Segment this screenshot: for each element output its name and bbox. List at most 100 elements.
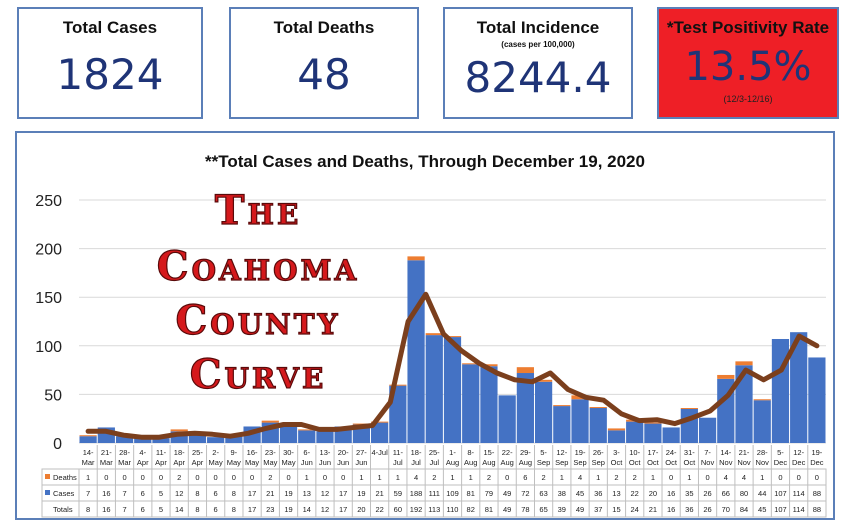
table-cell: 0	[159, 473, 163, 482]
table-cell: 19	[284, 505, 292, 514]
x-tick-label: 20-	[338, 448, 349, 457]
overlay-line-county: County	[175, 297, 340, 344]
x-tick-label: Jun	[355, 458, 367, 467]
cases-bar	[534, 381, 553, 443]
x-tick-label: 5-	[777, 448, 784, 457]
table-cell: 88	[813, 505, 821, 514]
cases-bar	[516, 373, 534, 443]
table-cell: 2	[487, 473, 491, 482]
x-tick-label: 16-	[247, 448, 258, 457]
deaths-bar	[371, 421, 389, 423]
x-tick-label: 9-	[231, 448, 238, 457]
total-deaths-card: Total Deaths 48	[229, 7, 419, 119]
table-cell: 0	[232, 473, 236, 482]
x-tick-label: 17-	[647, 448, 658, 457]
table-cell: 23	[266, 505, 274, 514]
table-cell: 2	[633, 473, 637, 482]
table-cell: 192	[410, 505, 423, 514]
x-tick-label: 14-	[720, 448, 731, 457]
table-cell: 14	[175, 505, 183, 514]
positivity-card: *Test Positivity Rate 13.5% (12/3-12/16)	[657, 7, 839, 119]
table-cell: 1	[469, 473, 473, 482]
table-cell: 80	[740, 489, 748, 498]
table-cell: 6	[214, 505, 218, 514]
table-cell: 16	[667, 489, 675, 498]
x-tick-label: May	[281, 458, 295, 467]
table-cell: 14	[303, 505, 311, 514]
table-cell: 63	[539, 489, 547, 498]
x-tick-label: Aug	[464, 458, 477, 467]
x-tick-label: Mar	[82, 458, 95, 467]
table-cell: 45	[576, 489, 584, 498]
deaths-bar	[443, 336, 462, 338]
deaths-bar	[389, 384, 407, 386]
table-cell: 0	[141, 473, 145, 482]
table-cell: 110	[447, 505, 459, 514]
positivity-value: 13.5%	[684, 44, 812, 90]
x-tick-label: May	[263, 458, 277, 467]
data-table-border	[41, 468, 827, 518]
table-cell: 114	[793, 489, 805, 498]
table-cell: 113	[428, 505, 440, 514]
total-incidence-card: Total Incidence (cases per 100,000) 8244…	[443, 7, 633, 119]
table-cell: 22	[375, 505, 383, 514]
table-cell: 0	[778, 473, 782, 482]
x-tick-label: 4-	[139, 448, 146, 457]
table-cell: 0	[669, 473, 673, 482]
x-tick-label: May	[245, 458, 259, 467]
x-tick-label: Aug	[482, 458, 495, 467]
table-cell: 17	[339, 505, 347, 514]
y-tick-label: 150	[35, 290, 62, 307]
cases-bar	[553, 406, 571, 443]
table-cell: 1	[86, 473, 90, 482]
positivity-sub: (12/3-12/16)	[723, 94, 773, 104]
cases-bar	[644, 423, 662, 443]
x-tick-label: Apr	[173, 458, 185, 467]
table-cell: 2	[432, 473, 436, 482]
table-cell: 1	[687, 473, 691, 482]
x-tick-label: Apr	[137, 458, 149, 467]
table-cell: 0	[705, 473, 709, 482]
cases-bar	[207, 437, 225, 443]
deaths-bar	[717, 374, 735, 379]
table-cell: 0	[195, 473, 199, 482]
x-tick-label: Aug	[519, 458, 532, 467]
table-row-label: Cases	[53, 489, 75, 498]
table-cell: 81	[485, 505, 493, 514]
cases-bar	[170, 431, 188, 443]
total-incidence-sub: (cases per 100,000)	[501, 40, 575, 49]
total-incidence-label: Total Incidence	[476, 18, 600, 37]
cases-bar	[316, 431, 334, 443]
table-cell: 0	[797, 473, 801, 482]
cases-bar	[279, 424, 298, 443]
x-tick-label: 30-	[283, 448, 294, 457]
table-cell: 4	[724, 473, 728, 482]
table-cell: 8	[86, 505, 90, 514]
table-cell: 16	[102, 489, 110, 498]
table-cell: 39	[558, 505, 566, 514]
x-tick-label: 22-	[502, 448, 513, 457]
table-cell: 37	[594, 505, 602, 514]
x-tick-label: 11-	[393, 448, 404, 457]
table-cell: 2	[177, 473, 181, 482]
table-cell: 8	[232, 489, 236, 498]
x-tick-label: 23-	[265, 448, 276, 457]
cases-bar	[607, 430, 626, 443]
table-cell: 188	[410, 489, 423, 498]
cases-bar	[480, 366, 498, 443]
x-tick-label: 8-	[467, 448, 474, 457]
table-cell: 1	[396, 473, 400, 482]
x-tick-label: 27-	[356, 448, 367, 457]
x-tick-label: 28-	[119, 448, 130, 457]
table-cell: 19	[357, 489, 365, 498]
table-cell: 38	[558, 489, 566, 498]
deaths-bar	[79, 435, 97, 437]
x-tick-label: Oct	[629, 458, 642, 467]
table-cell: 0	[214, 473, 218, 482]
total-deaths-value: 48	[297, 50, 351, 99]
x-tick-label: Oct	[611, 458, 624, 467]
cases-bar	[152, 438, 170, 443]
x-tick-label: 6-	[303, 448, 310, 457]
x-tick-label: Apr	[192, 458, 204, 467]
y-tick-label: 100	[35, 339, 62, 356]
